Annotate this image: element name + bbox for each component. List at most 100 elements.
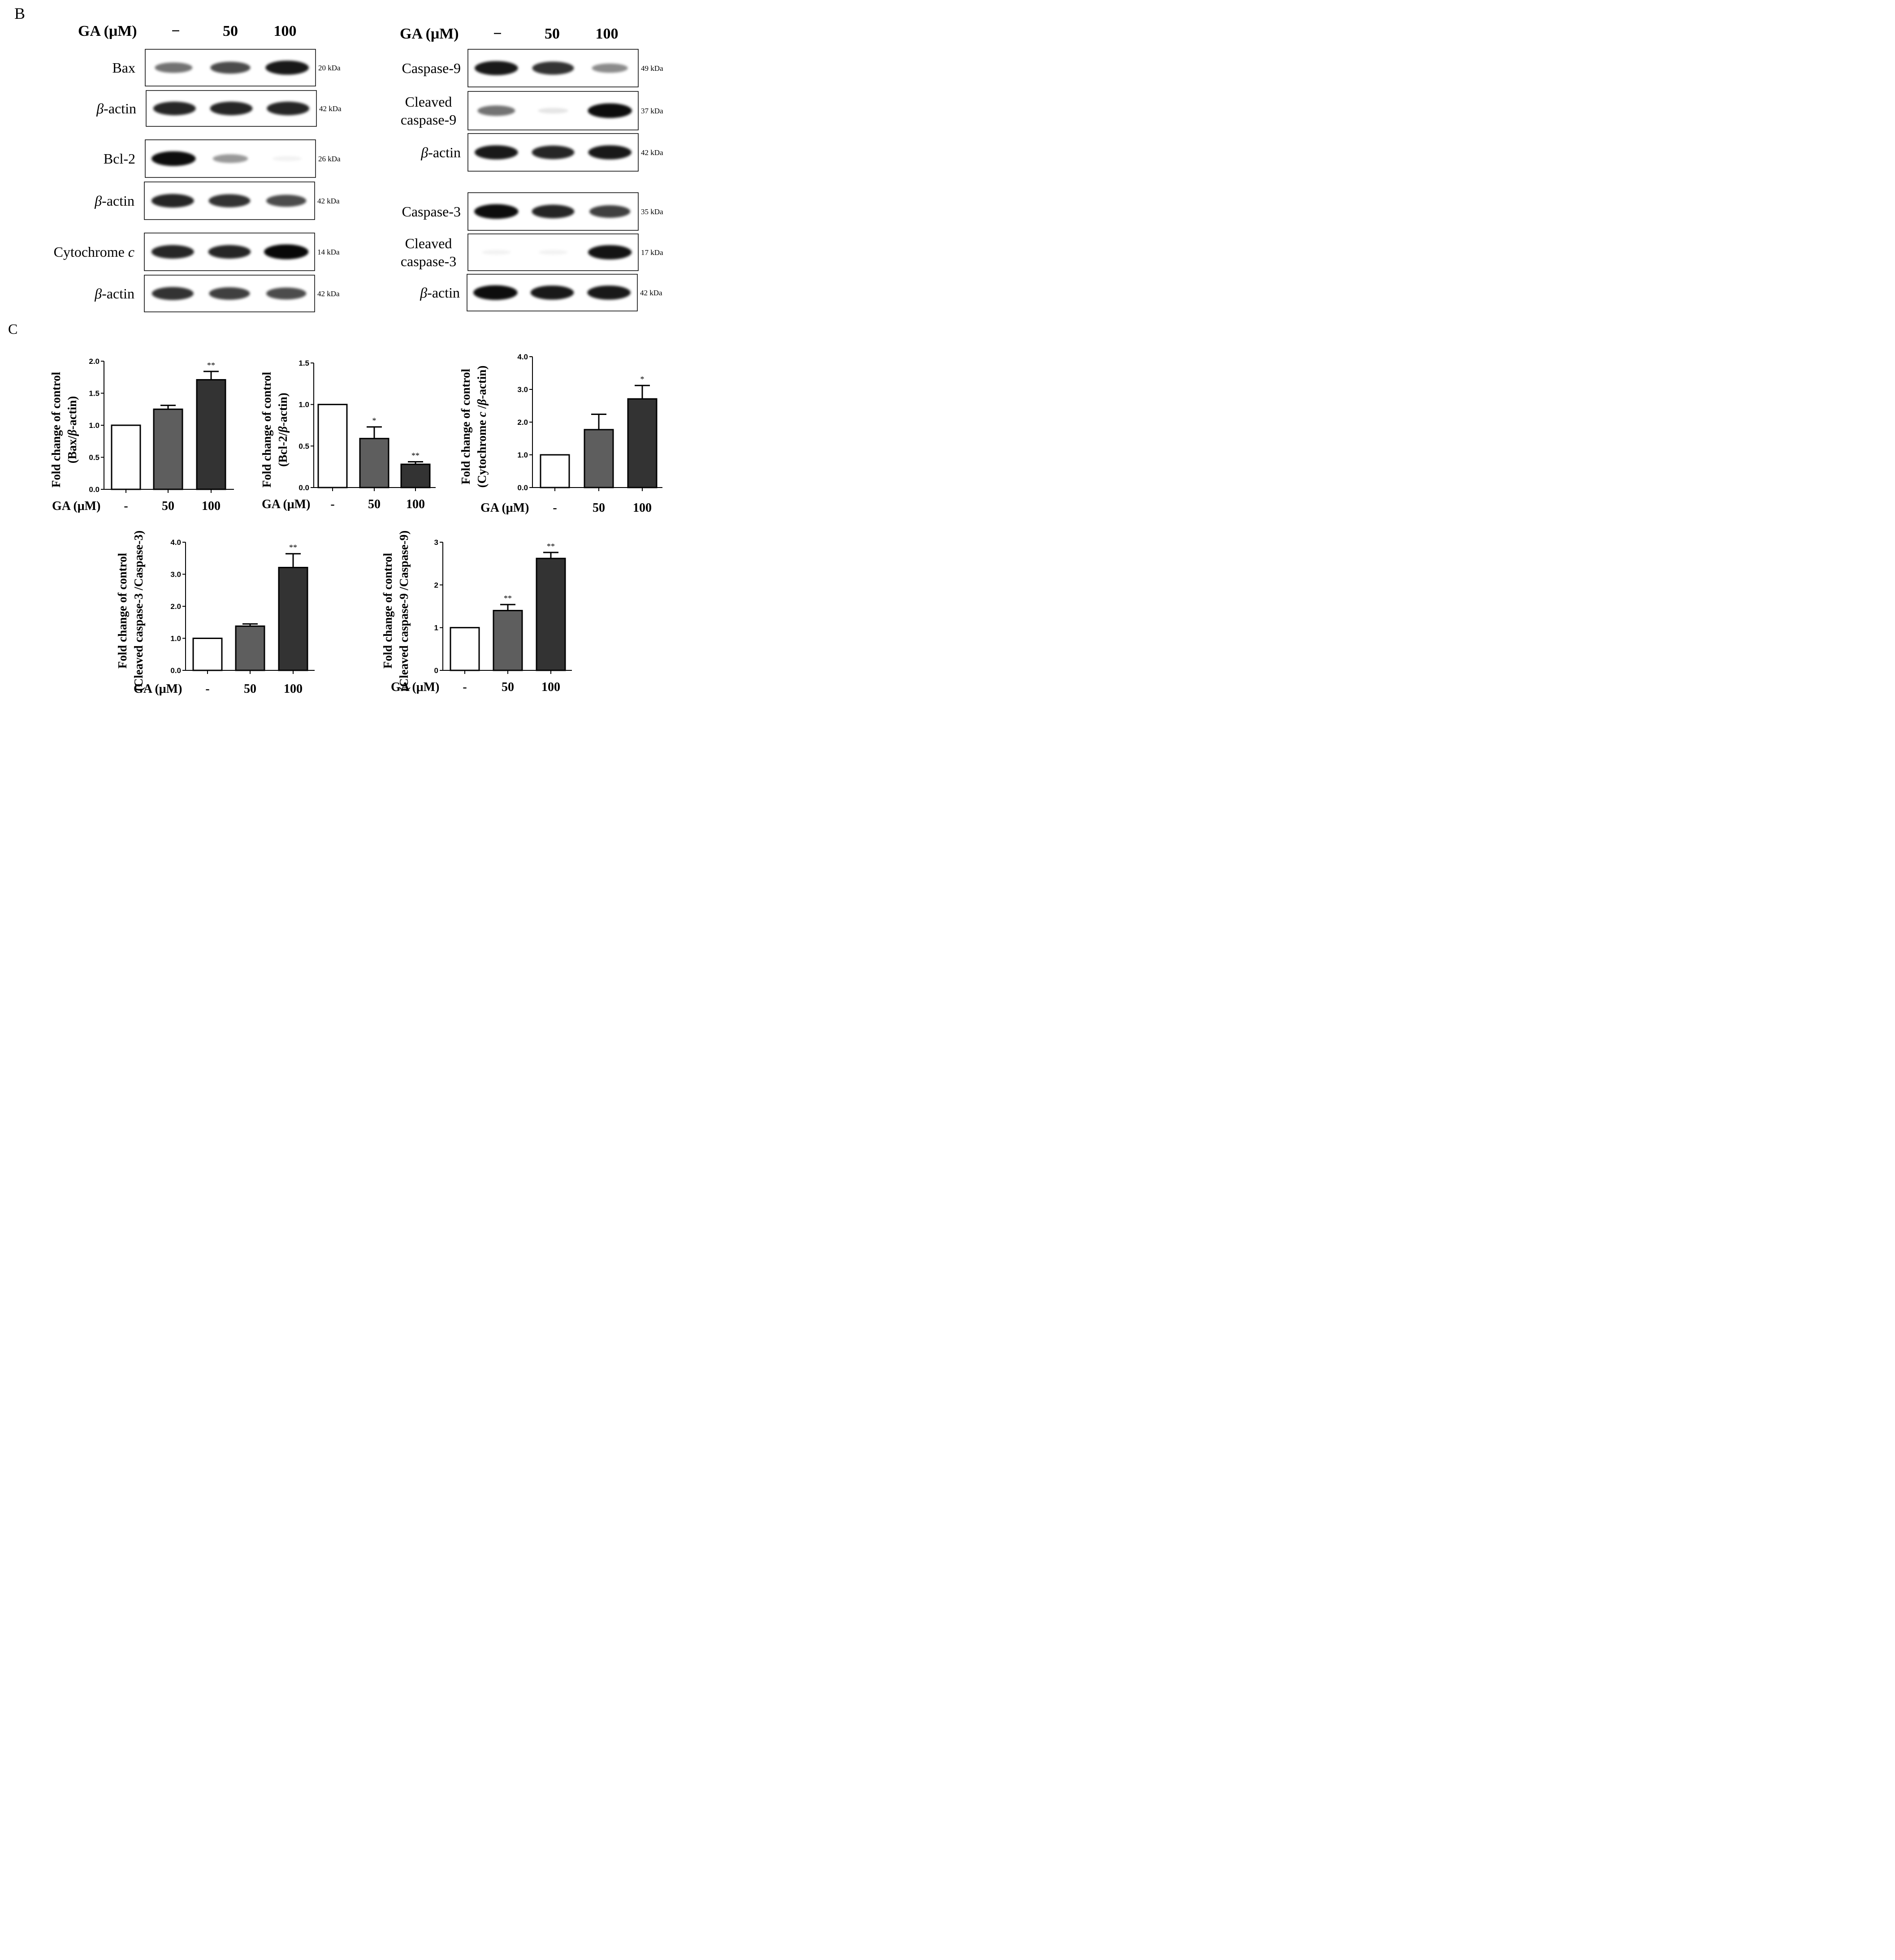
panel-b-letter: B <box>14 4 25 22</box>
left-lane-label-2: 50 <box>223 23 238 39</box>
chart-cleaved-caspase-3: 0.0 1.0 2.0 3.0 4.0 - 50 ** 100 GA (μM) Fold chang… <box>116 531 315 696</box>
chart-2-significance-3: * <box>640 375 645 384</box>
chart-2-y-tick-label: 0.0 <box>517 484 528 492</box>
right-lane-label-2: 50 <box>545 26 560 42</box>
chart-0-bar-2 <box>153 408 183 490</box>
right-blot-3-kda-label: 35 kDa <box>641 207 663 216</box>
chart-1-category-label-3: 100 <box>406 497 425 511</box>
chart-0-x-axis-title: GA (μM) <box>52 499 100 513</box>
chart-bcl-2: 0.0 0.5 1.0 1.5 - * 50 ** 100 GA (μM) Fold change … <box>260 359 436 511</box>
chart-4-significance-2: ** <box>504 594 512 603</box>
chart-2-category-label-2: 50 <box>593 501 605 515</box>
chart-1-bar-3 <box>400 463 431 488</box>
chart-1-bar-2 <box>359 438 389 488</box>
chart-1-y-axis-title-line-2: (Bcl-2/β-actin) <box>276 393 290 466</box>
panel-c-letter: C <box>8 321 17 337</box>
beta-actin-label: β-actin <box>420 285 460 301</box>
chart-1-y-axis-title-line-1: Fold change of control <box>260 371 273 488</box>
right-blot-2-band-lane-2 <box>532 145 575 160</box>
chart-3-bar-2 <box>235 625 265 671</box>
bcl-2-label: Bcl-2 <box>104 151 135 167</box>
right-blot-5-band-lane-2 <box>530 285 574 300</box>
left-blot-header: GA (μM) − 50 100 <box>78 23 297 39</box>
chart-cytochrome-c: 0.0 1.0 2.0 3.0 4.0 - 50 * 100 GA (μM) Fold change… <box>459 353 662 515</box>
left-blot-2-band-lane-3 <box>273 156 302 161</box>
chart-4-category-label-1: - <box>463 680 467 694</box>
chart-2-bar-1 <box>540 454 570 488</box>
chart-2-y-tick-label: 1.0 <box>517 451 528 459</box>
chart-1-x-axis-title: GA (μM) <box>262 497 310 511</box>
chart-2-category-label-3: 100 <box>633 501 652 515</box>
right-lane-label-3: 100 <box>596 26 619 42</box>
chart-4-bar-3 <box>536 557 566 671</box>
chart-4-significance-3: ** <box>547 542 555 551</box>
chart-1-category-label-1: - <box>330 497 334 511</box>
chart-2-y-tick-label: 3.0 <box>517 385 528 394</box>
right-blot-4-kda-label: 17 kDa <box>641 248 663 257</box>
chart-3-bar-1 <box>192 638 223 671</box>
chart-1-category-label-2: 50 <box>368 497 381 511</box>
chart-0-bar-1 <box>111 424 141 490</box>
chart-2-x-axis-title: GA (μM) <box>480 501 529 515</box>
chart-4-y-tick-label: 1 <box>434 624 438 632</box>
cleaved-caspase-3-label-line-2: caspase-3 <box>401 253 456 269</box>
cleaved-caspase-3-label-line-1: Cleaved <box>405 235 452 251</box>
chart-1-significance-3: ** <box>411 451 420 460</box>
chart-4-y-axis-title-line-1: Fold change of control <box>381 553 394 669</box>
chart-2-y-tick-label: 4.0 <box>517 353 528 361</box>
left-blot-4-kda-label: 14 kDa <box>317 248 340 256</box>
left-blot-0-band-lane-2 <box>210 61 251 74</box>
beta-actin-label: β-actin <box>96 100 136 117</box>
chart-4-bar-1 <box>450 627 480 671</box>
chart-3-y-axis-title-line-2: (Cleaved caspase-3 /Caspase-3) <box>132 531 145 691</box>
chart-3-y-axis-title-line-1: Fold change of control <box>116 553 129 669</box>
right-blot-3-band-lane-3 <box>589 205 631 218</box>
chart-0-y-tick-label: 1.5 <box>89 389 100 398</box>
right-blot-0-kda-label: 49 kDa <box>641 64 663 73</box>
figure-canvas: B C GA (μM) − 50 100 GA (μM) − 50 100 Ba… <box>8 4 663 696</box>
blot-cleaved-caspase-3: Cleaved caspase-3 17 kDa <box>401 233 663 271</box>
right-blot-1-band-lane-1 <box>477 105 515 116</box>
blot-cleaved-caspase-9: Cleaved caspase-9 37 kDa <box>401 91 663 130</box>
chart-1-y-tick-label: 1.0 <box>299 401 309 409</box>
chart-3-y-tick-label: 1.0 <box>170 635 181 643</box>
left-blot-5-band-lane-2 <box>209 287 250 300</box>
chart-4-bar-2 <box>493 610 523 671</box>
chart-3-y-tick-label: 4.0 <box>170 538 181 547</box>
chart-3-category-label-3: 100 <box>284 682 303 696</box>
right-blot-5-band-lane-3 <box>587 285 631 300</box>
beta-actin-label: β-actin <box>94 285 134 302</box>
blot-bcl-2: Bcl-2 26 kDa <box>104 139 341 178</box>
blot-caspase-3: Caspase-3 35 kDa <box>402 192 663 231</box>
left-blot-4-band-lane-2 <box>208 245 251 259</box>
chart-0-category-label-3: 100 <box>202 499 221 513</box>
right-ga-label: GA (μM) <box>400 26 459 42</box>
caspase-3-label: Caspase-3 <box>402 203 461 220</box>
blot-beta-actin-bax: β-actin 42 kDa <box>96 90 342 127</box>
right-lane-label-1: − <box>493 26 502 42</box>
chart-3-bar-3 <box>278 566 308 671</box>
chart-4-y-axis-title-line-2: (Cleaved caspase-9 /Caspase-9) <box>397 531 411 691</box>
cytochrome-c-label: Cytochrome c <box>54 244 134 260</box>
chart-1-y-tick-label: 0.0 <box>299 484 309 492</box>
left-blot-2-band-lane-1 <box>151 151 196 166</box>
chart-4-y-tick-label: 3 <box>434 538 438 547</box>
chart-3-y-tick-label: 2.0 <box>170 602 181 611</box>
chart-1-bar-1 <box>317 404 348 488</box>
chart-2-bar-3 <box>627 398 658 488</box>
left-blot-1-band-lane-3 <box>267 101 310 116</box>
right-blot-5-kda-label: 42 kDa <box>640 289 662 297</box>
chart-0-y-axis-title-line-2: (Bax/β-actin) <box>65 396 79 463</box>
left-ga-label: GA (μM) <box>78 23 137 39</box>
blot-beta-actin-cytochrome-c: β-actin 42 kDa <box>94 275 340 312</box>
right-blot-2-band-lane-3 <box>588 145 632 160</box>
right-blot-4-band-lane-3 <box>588 245 632 260</box>
blot-caspase-9: Caspase-9 49 kDa <box>402 49 663 87</box>
cleaved-caspase-9-label-line-1: Cleaved <box>405 94 452 110</box>
left-blot-4-band-lane-3 <box>264 244 309 259</box>
right-blot-4-band-lane-1 <box>482 250 511 255</box>
chart-bax: 0.0 0.5 1.0 1.5 2.0 - 50 ** 100 GA (μM) Fold chang… <box>49 357 234 513</box>
right-blot-1-band-lane-3 <box>588 103 632 118</box>
left-blot-1-kda-label: 42 kDa <box>319 104 342 113</box>
chart-2-y-tick-label: 2.0 <box>517 418 528 427</box>
